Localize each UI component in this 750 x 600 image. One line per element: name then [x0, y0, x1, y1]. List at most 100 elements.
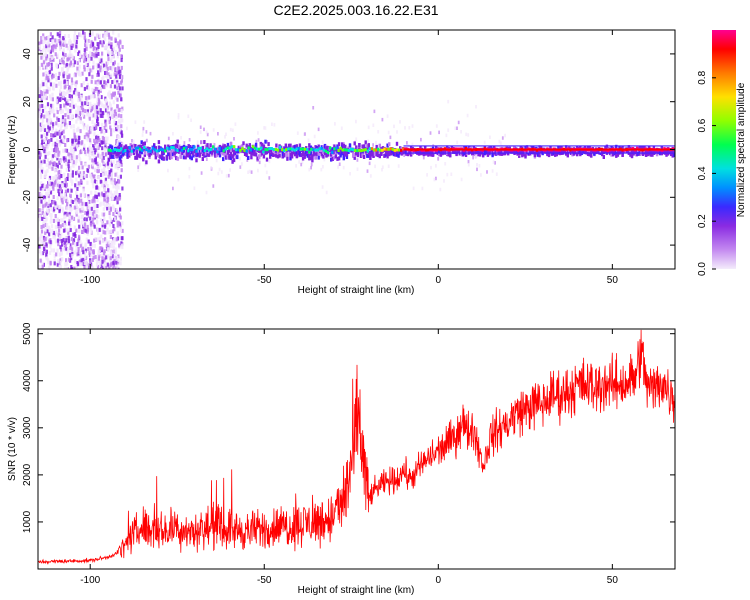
- noise-cell: [69, 153, 72, 158]
- noise-cell: [111, 114, 114, 118]
- noise-cell: [92, 113, 95, 118]
- band-cell: [373, 152, 377, 156]
- noise-cell: [89, 126, 92, 131]
- noise-cell: [108, 211, 111, 215]
- speck-cell: [200, 171, 203, 175]
- y-tick-label: -20: [22, 190, 33, 205]
- noise-cell: [53, 82, 56, 87]
- noise-cell: [119, 256, 122, 261]
- speck-cell: [437, 157, 440, 161]
- y-tick-label: 4000: [22, 369, 33, 392]
- noise-cell: [63, 247, 66, 252]
- noise-cell: [63, 71, 66, 76]
- noise-cell: [38, 217, 42, 222]
- speck-cell: [381, 168, 383, 172]
- noise-cell: [58, 252, 61, 257]
- noise-cell: [89, 246, 92, 251]
- noise-cell: [70, 188, 73, 193]
- speck-cell: [131, 139, 133, 143]
- speck-cell: [426, 173, 428, 177]
- speck-cell: [143, 120, 146, 124]
- noise-cell: [102, 140, 105, 145]
- noise-cell: [107, 230, 110, 235]
- spectrogram-x-axis-label: Height of straight line (km): [298, 285, 415, 296]
- noise-cell: [49, 203, 52, 208]
- colorbar-tick-label: 0.6: [697, 118, 708, 132]
- noise-cell: [81, 101, 84, 106]
- band-cell: [630, 153, 634, 158]
- noise-cell: [44, 223, 47, 227]
- core-cell: [170, 146, 173, 149]
- noise-cell: [106, 227, 109, 232]
- band-cell: [129, 143, 132, 148]
- noise-cell: [53, 207, 56, 212]
- band-cell: [588, 152, 591, 157]
- speck-cell: [355, 119, 357, 124]
- core-cell: [222, 149, 225, 153]
- noise-cell: [109, 217, 112, 222]
- speck-cell: [340, 126, 343, 130]
- noise-cell: [110, 180, 113, 185]
- noise-cell: [108, 266, 111, 269]
- noise-cell: [87, 247, 90, 251]
- band-cell: [597, 149, 601, 154]
- band-cell: [538, 145, 541, 150]
- core-cell: [356, 149, 359, 153]
- noise-cell: [85, 62, 88, 67]
- band-cell: [367, 153, 370, 158]
- noise-cell: [84, 43, 87, 48]
- noise-cell: [55, 162, 58, 167]
- noise-cell: [59, 85, 62, 89]
- speck-cell: [263, 126, 265, 130]
- core-cell: [331, 151, 334, 154]
- noise-cell: [57, 222, 60, 226]
- speck-cell: [223, 157, 226, 162]
- core-cell: [335, 146, 338, 150]
- core-cell: [343, 148, 346, 152]
- noise-cell: [42, 60, 46, 65]
- noise-cell: [100, 58, 103, 63]
- noise-cell: [116, 124, 119, 129]
- noise-cell: [91, 147, 94, 152]
- band-cell: [533, 153, 537, 157]
- noise-cell: [51, 157, 54, 162]
- noise-cell: [40, 144, 43, 149]
- noise-cell: [41, 139, 44, 144]
- noise-cell: [59, 110, 63, 114]
- speck-cell: [478, 164, 481, 168]
- noise-cell: [112, 206, 116, 211]
- band-cell: [222, 145, 225, 150]
- noise-cell: [96, 73, 99, 77]
- noise-cell: [52, 186, 55, 191]
- noise-cell: [68, 116, 71, 121]
- noise-cell: [60, 174, 63, 178]
- noise-cell: [90, 178, 93, 183]
- band-cell: [267, 142, 270, 147]
- band-cell: [182, 155, 186, 160]
- noise-cell: [58, 205, 61, 210]
- speck-cell: [205, 190, 208, 195]
- noise-cell: [114, 247, 117, 252]
- noise-cell: [59, 260, 62, 265]
- band-cell: [182, 148, 186, 153]
- core-cell: [295, 147, 298, 151]
- speck-cell: [210, 166, 212, 170]
- noise-cell: [46, 102, 50, 107]
- noise-cell: [68, 121, 71, 125]
- core-cell: [377, 147, 380, 151]
- band-cell: [582, 149, 585, 154]
- noise-cell: [50, 224, 54, 229]
- noise-cell: [87, 267, 90, 269]
- x-tick-label: -50: [257, 575, 272, 586]
- noise-cell: [82, 208, 85, 213]
- noise-cell: [84, 255, 87, 260]
- core-cell: [381, 148, 384, 152]
- noise-cell: [94, 103, 97, 108]
- noise-cell: [121, 228, 124, 233]
- noise-cell: [62, 48, 65, 53]
- core-cell: [314, 148, 317, 152]
- speck-cell: [271, 122, 273, 126]
- noise-cell: [118, 160, 121, 165]
- noise-cell: [93, 53, 96, 58]
- band-cell: [450, 150, 454, 154]
